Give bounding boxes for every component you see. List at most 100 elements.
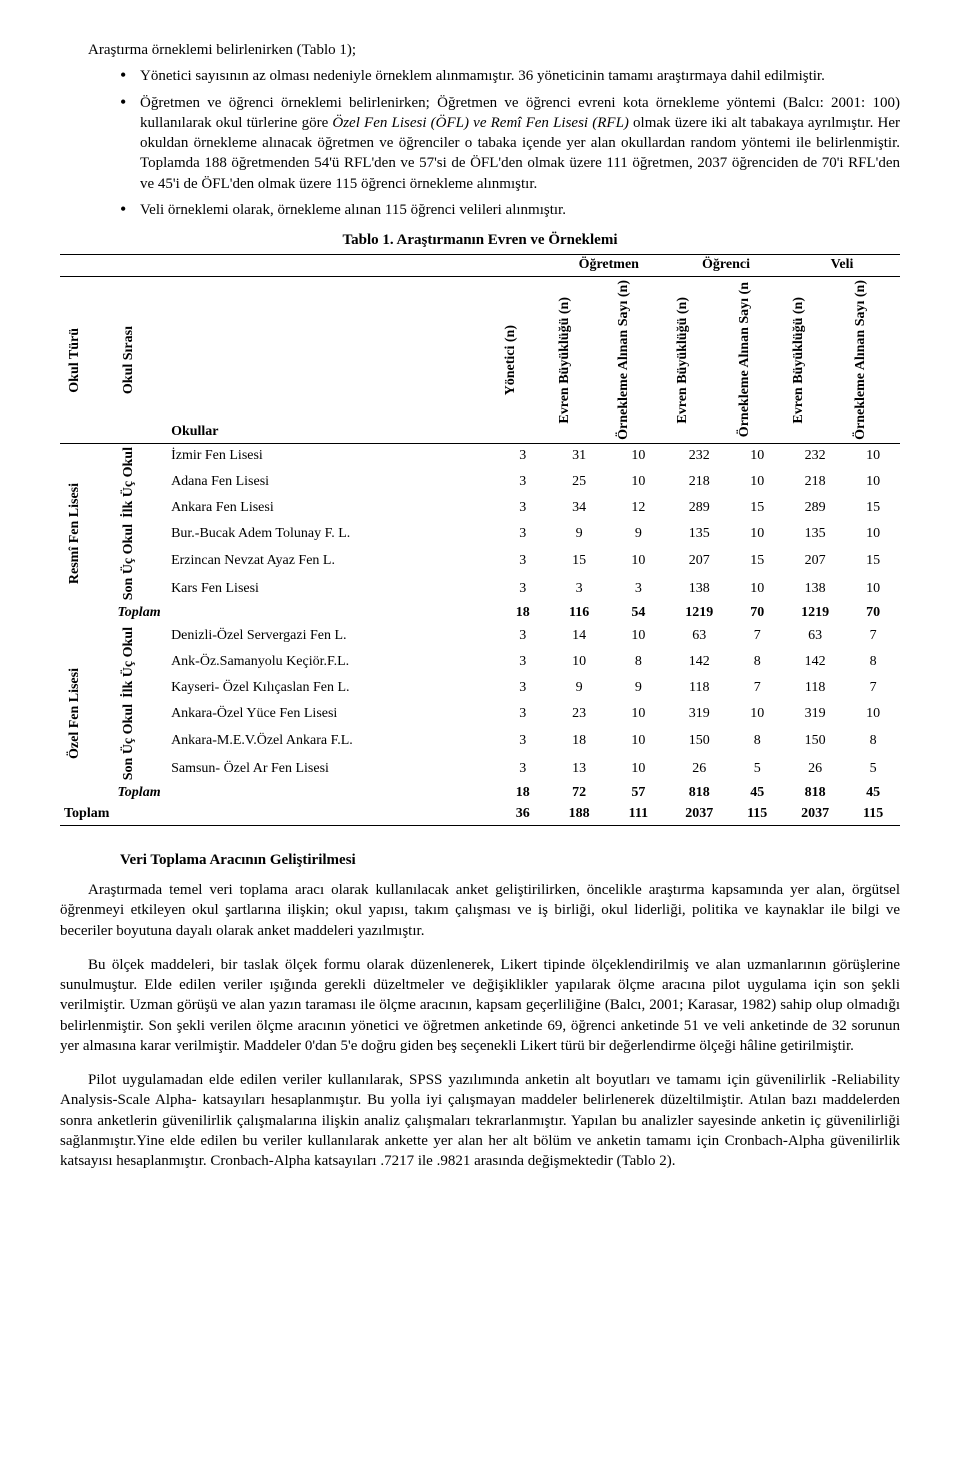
cell: 10: [609, 624, 668, 650]
cell: 3: [496, 470, 550, 496]
cell: Toplam: [60, 804, 496, 825]
cell: Denizli-Özel Servergazi Fen L.: [167, 624, 496, 650]
row-group-resmi: Resmî Fen Lisesi: [64, 481, 87, 586]
cell: 15: [846, 495, 900, 521]
cell: 116: [550, 603, 609, 624]
cell: 135: [784, 521, 846, 548]
bullet-1-text: Yönetici sayısının az olması nedeniyle ö…: [140, 66, 900, 86]
col-orneklem-2: Örnekleme Alınan Sayı (n: [734, 280, 757, 439]
subtotal-row: Toplam 1811654121970121970: [60, 603, 900, 624]
bullet-2: • Öğretmen ve öğrenci örneklemi belirlen…: [120, 93, 900, 194]
cell: 9: [609, 675, 668, 701]
bullet-icon: •: [120, 93, 140, 194]
cell: İzmir Fen Lisesi: [167, 444, 496, 470]
bullet-icon: •: [120, 66, 140, 86]
grand-total-row: Toplam 3618811120371152037115: [60, 804, 900, 825]
cell: 10: [730, 444, 784, 470]
col-evren-2: Evren Büyüklüğü (n): [672, 295, 695, 426]
col-okullar: Okullar: [167, 277, 496, 444]
cell: 14: [550, 624, 609, 650]
group-header-row: Öğretmen Öğrenci Veli: [60, 255, 900, 277]
paragraph-3: Pilot uygulamadan elde edilen veriler ku…: [60, 1070, 900, 1171]
cell: 3: [550, 576, 609, 603]
cell: 10: [609, 756, 668, 783]
table-row: Ankara Fen Lisesi 334122891528915: [60, 495, 900, 521]
cell: 18: [550, 728, 609, 755]
cell: 818: [668, 783, 730, 804]
row-group-son-uc: Son Üç Okul: [118, 522, 141, 602]
cell: Samsun- Özel Ar Fen Lisesi: [167, 756, 496, 783]
col-yonetici: Yönetici (n): [500, 323, 523, 397]
cell: 289: [668, 495, 730, 521]
cell: 57: [609, 783, 668, 804]
table-row: Resmî Fen Lisesi İlk Üç Okul İzmir Fen L…: [60, 444, 900, 470]
cell: 8: [609, 650, 668, 676]
cell: 232: [784, 444, 846, 470]
table-row: Son Üç Okul Bur.-Bucak Adem Tolunay F. L…: [60, 521, 900, 548]
col-header-row: Okul Türü Okul Sırası Okullar Yönetici (…: [60, 277, 900, 444]
cell: Ankara Fen Lisesi: [167, 495, 496, 521]
cell: 7: [846, 675, 900, 701]
col-evren-3: Evren Büyüklüğü (n): [788, 295, 811, 426]
table-title: Tablo 1. Araştırmanın Evren ve Örneklemi: [60, 230, 900, 250]
cell: 10: [730, 470, 784, 496]
cell: 9: [609, 521, 668, 548]
cell: 7: [730, 675, 784, 701]
cell: 218: [668, 470, 730, 496]
cell: 10: [609, 548, 668, 575]
cell: 70: [730, 603, 784, 624]
cell: 150: [668, 728, 730, 755]
cell: 10: [846, 701, 900, 728]
cell: 2037: [668, 804, 730, 825]
cell: 138: [784, 576, 846, 603]
cell: 10: [846, 444, 900, 470]
cell: 8: [846, 728, 900, 755]
cell: 2037: [784, 804, 846, 825]
cell: 118: [784, 675, 846, 701]
cell: 10: [609, 444, 668, 470]
bullet-1: • Yönetici sayısının az olması nedeniyle…: [120, 66, 900, 86]
cell: 3: [496, 521, 550, 548]
cell: 289: [784, 495, 846, 521]
group-veli: Veli: [784, 255, 900, 277]
cell: Ankara-M.E.V.Özel Ankara F.L.: [167, 728, 496, 755]
cell: 150: [784, 728, 846, 755]
cell: 10: [846, 470, 900, 496]
cell: 15: [730, 548, 784, 575]
cell: 818: [784, 783, 846, 804]
cell: 9: [550, 521, 609, 548]
cell: 31: [550, 444, 609, 470]
cell: 1219: [668, 603, 730, 624]
cell: 54: [609, 603, 668, 624]
table-row: Kars Fen Lisesi 3331381013810: [60, 576, 900, 603]
cell: 138: [668, 576, 730, 603]
col-orneklem-1: Örnekleme Alınan Sayı (n): [613, 278, 636, 442]
cell: 115: [846, 804, 900, 825]
table-row: Erzincan Nevzat Ayaz Fen L. 315102071520…: [60, 548, 900, 575]
cell: Toplam: [114, 783, 496, 804]
cell: 10: [609, 701, 668, 728]
bullet-icon: •: [120, 200, 140, 220]
cell: Ankara-Özel Yüce Fen Lisesi: [167, 701, 496, 728]
cell: 111: [609, 804, 668, 825]
subtotal-row: Toplam 1872578184581845: [60, 783, 900, 804]
cell: 72: [550, 783, 609, 804]
table-row: Ank-Öz.Samanyolu Keçiör.F.L. 31081428142…: [60, 650, 900, 676]
cell: 15: [550, 548, 609, 575]
group-ogretmen: Öğretmen: [550, 255, 669, 277]
row-group-ilk-uc: İlk Üç Okul: [118, 445, 141, 520]
paragraph-2: Bu ölçek maddeleri, bir taslak ölçek for…: [60, 955, 900, 1056]
table-row: Ankara-M.E.V.Özel Ankara F.L. 3181015081…: [60, 728, 900, 755]
table-row: Son Üç Okul Ankara-Özel Yüce Fen Lisesi …: [60, 701, 900, 728]
col-orneklem-3: Örnekleme Alınan Sayı (n): [850, 278, 873, 442]
bullet-3-text: Veli örneklemi olarak, örnekleme alınan …: [140, 200, 900, 220]
cell: Adana Fen Lisesi: [167, 470, 496, 496]
cell: 18: [496, 603, 550, 624]
cell: 3: [609, 576, 668, 603]
cell: 3: [496, 495, 550, 521]
cell: 319: [668, 701, 730, 728]
cell: 70: [846, 603, 900, 624]
cell: 10: [609, 728, 668, 755]
cell: Toplam: [114, 603, 496, 624]
cell: 3: [496, 548, 550, 575]
